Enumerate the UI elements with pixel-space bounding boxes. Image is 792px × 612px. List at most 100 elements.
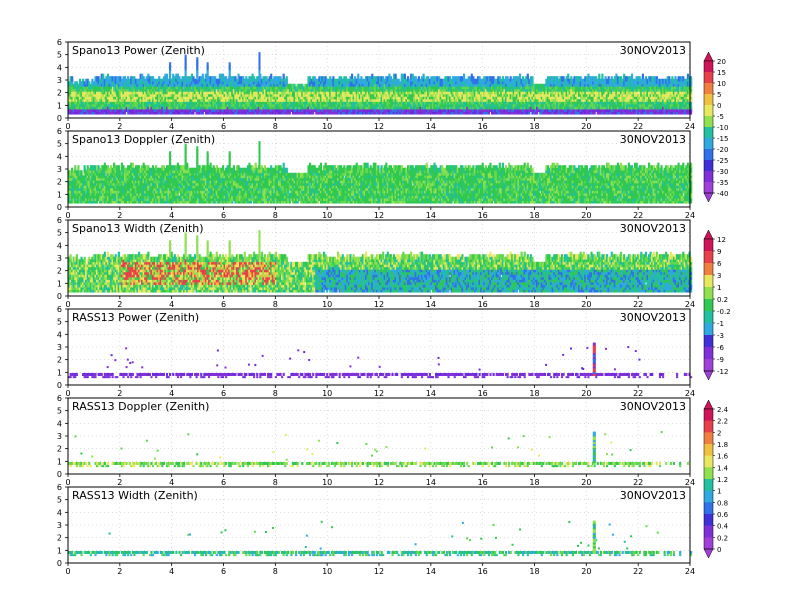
y-tick-label: 2 <box>57 89 62 98</box>
colorbar-label: -9 <box>717 356 724 364</box>
colorbar-label: 0 <box>717 546 721 554</box>
y-tick-label: 2 <box>57 178 62 187</box>
colorbar-swatch <box>704 72 713 84</box>
x-tick-label: 2 <box>117 567 122 576</box>
colorbar-label: 1.4 <box>717 464 729 472</box>
colorbar-swatch <box>704 160 713 172</box>
y-tick-label: 0 <box>57 559 62 568</box>
colorbar-label: -35 <box>717 179 728 187</box>
x-tick-label: 0 <box>65 567 70 576</box>
colorbar-label: 1 <box>717 488 721 496</box>
x-tick-label: 18 <box>529 300 539 309</box>
x-tick-label: 24 <box>685 567 695 576</box>
x-tick-label: 16 <box>478 478 488 487</box>
y-tick-label: 5 <box>57 140 62 149</box>
y-tick-label: 2 <box>57 534 62 543</box>
panel-date: 30NOV2013 <box>620 222 686 235</box>
x-tick-label: 8 <box>273 300 278 309</box>
colorbar-label: 3 <box>717 272 721 280</box>
colorbar-label: -15 <box>717 135 728 143</box>
colorbar-swatch <box>704 83 713 95</box>
y-tick-label: 5 <box>57 229 62 238</box>
y-tick-label: 4 <box>57 419 62 428</box>
x-tick-label: 6 <box>221 300 226 309</box>
y-tick-label: 5 <box>57 318 62 327</box>
x-tick-label: 4 <box>169 478 174 487</box>
colorbar-swatch <box>704 525 713 538</box>
x-tick-label: 4 <box>169 567 174 576</box>
colorbar-swatch <box>704 479 713 491</box>
colorbar-label: 0.8 <box>717 499 728 507</box>
colorbar-label: 0.2 <box>717 296 728 304</box>
colorbar-label: 1.8 <box>717 441 728 449</box>
y-tick-label: 0 <box>57 381 62 390</box>
colorbar-swatch <box>704 105 713 117</box>
x-tick-label: 22 <box>633 389 643 398</box>
colorbar-label: -1 <box>717 320 724 328</box>
colorbar-swatch <box>704 171 713 183</box>
y-tick-label: 1 <box>57 457 62 466</box>
y-tick-label: 0 <box>57 292 62 301</box>
y-tick-label: 2 <box>57 445 62 454</box>
x-tick-label: 18 <box>529 122 539 131</box>
x-tick-label: 0 <box>65 211 70 220</box>
x-tick-label: 0 <box>65 122 70 131</box>
colorbar-swatch <box>704 239 713 252</box>
colorbar-label: -0.2 <box>717 308 731 316</box>
x-tick-label: 12 <box>374 122 384 131</box>
colorbar-swatch <box>704 432 713 445</box>
x-tick-label: 2 <box>117 300 122 309</box>
y-tick-label: 1 <box>57 190 62 199</box>
colorbar-swatch <box>704 299 713 312</box>
x-tick-label: 6 <box>221 389 226 398</box>
y-tick-label: 1 <box>57 101 62 110</box>
x-tick-label: 8 <box>273 122 278 131</box>
x-tick-label: 18 <box>529 478 539 487</box>
panel-date: 30NOV2013 <box>620 44 686 57</box>
heatmap-field <box>68 230 693 293</box>
colorbar-swatch <box>704 61 713 73</box>
colorbar-label: 2 <box>717 429 721 437</box>
panel-title: Spano13 Doppler (Zenith) <box>72 133 215 146</box>
x-tick-label: 2 <box>117 122 122 131</box>
x-tick-label: 8 <box>273 211 278 220</box>
x-tick-label: 18 <box>529 389 539 398</box>
colorbar-swatch <box>704 455 713 468</box>
colorbar-swatch <box>704 149 713 161</box>
heatmap-field <box>68 141 693 204</box>
panel-date: 30NOV2013 <box>620 311 686 324</box>
colorbar-0: 20 15 10 5 0 -5 -10 -15 -20 -25 -30 -35 -40 <box>703 51 728 203</box>
x-tick-label: 22 <box>633 211 643 220</box>
y-tick-label: 6 <box>57 305 62 314</box>
panel-date: 30NOV2013 <box>620 400 686 413</box>
y-tick-label: 6 <box>57 394 62 403</box>
y-tick-label: 3 <box>57 76 62 85</box>
colorbar-swatch <box>704 409 713 421</box>
x-tick-label: 16 <box>478 567 488 576</box>
x-tick-label: 20 <box>581 122 591 131</box>
colorbar-label: 1.2 <box>717 476 728 484</box>
y-tick-label: 4 <box>57 152 62 161</box>
colorbar-swatch <box>704 420 713 433</box>
colorbar-label: -6 <box>717 344 725 352</box>
colorbar-swatch <box>704 514 713 526</box>
x-tick-label: 14 <box>426 567 436 576</box>
y-tick-label: 3 <box>57 254 62 263</box>
colorbar-label: 1.6 <box>717 453 729 461</box>
heatmap-field <box>68 52 693 115</box>
x-tick-label: 10 <box>322 478 332 487</box>
x-tick-label: 8 <box>273 567 278 576</box>
panel-title: RASS13 Width (Zenith) <box>72 489 198 502</box>
x-tick-label: 8 <box>273 478 278 487</box>
x-tick-label: 14 <box>426 478 436 487</box>
x-tick-label: 4 <box>169 122 174 131</box>
heatmap-field <box>68 520 693 557</box>
y-tick-label: 1 <box>57 368 62 377</box>
y-tick-label: 2 <box>57 267 62 276</box>
y-tick-label: 3 <box>57 343 62 352</box>
x-tick-label: 22 <box>633 300 643 309</box>
